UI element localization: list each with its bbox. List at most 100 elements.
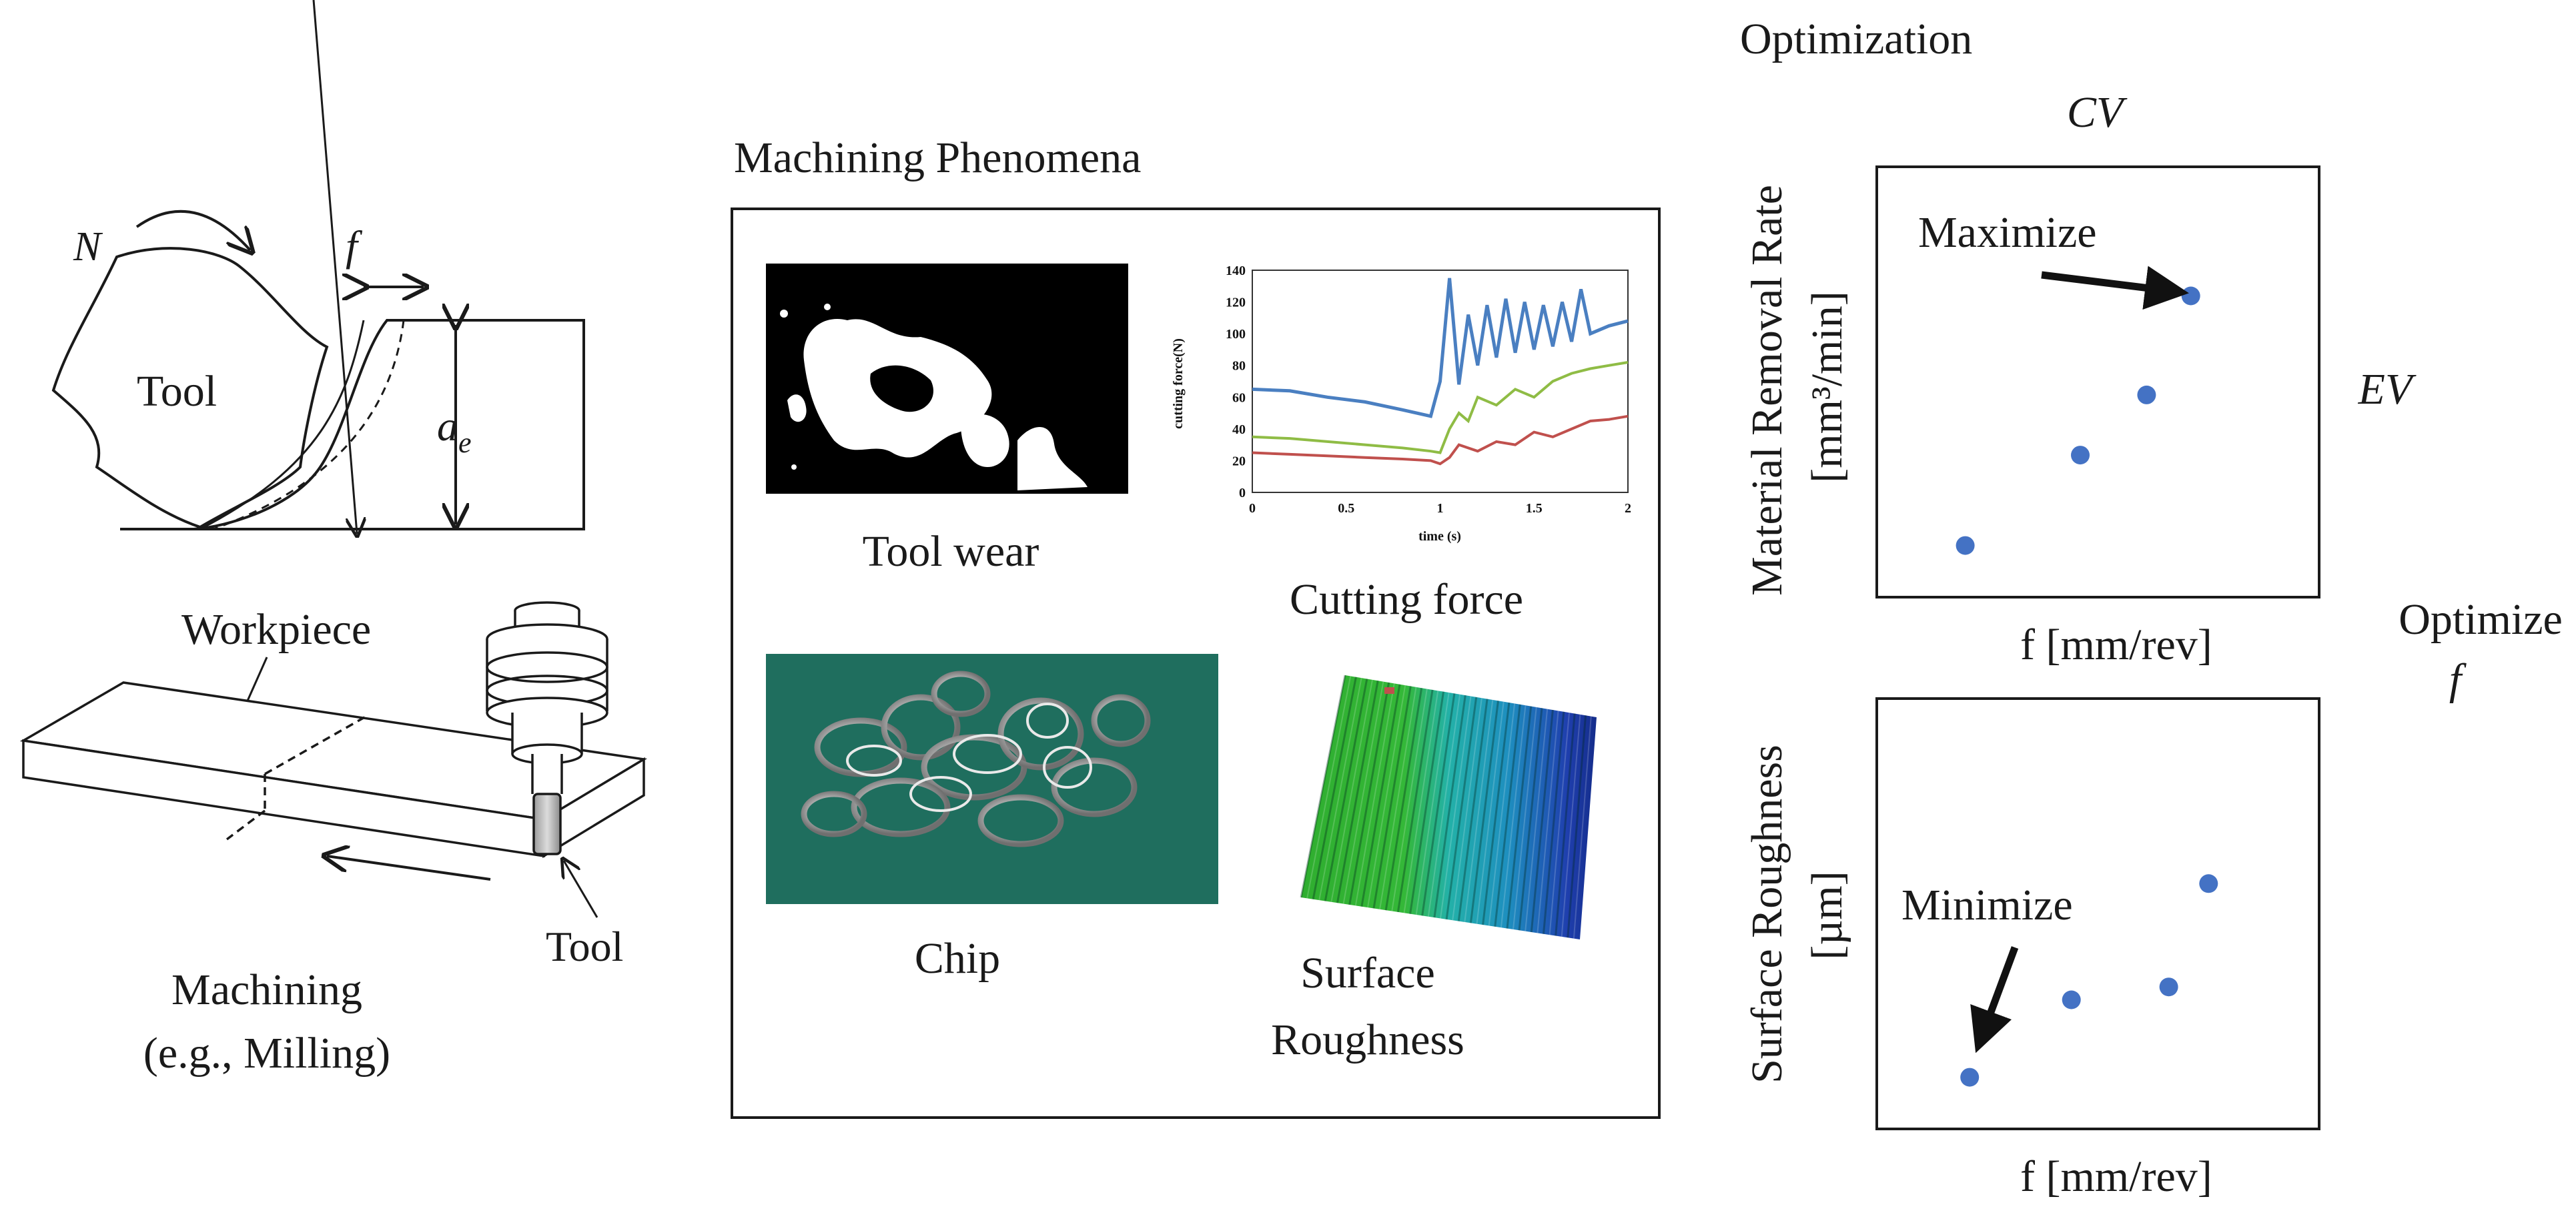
scatter-point xyxy=(2159,977,2178,997)
surface-stripe xyxy=(1384,687,1423,911)
surface-stripe xyxy=(1348,682,1390,905)
workpiece-profile xyxy=(120,319,585,530)
force-ytick-label: 120 xyxy=(1226,296,1246,310)
force-ylabel: cutting force(N) xyxy=(1171,338,1186,429)
force-series-group xyxy=(1252,278,1629,466)
force-xtick-label: 1 xyxy=(1437,501,1444,516)
cv-label: CV xyxy=(2067,88,2128,137)
mrr-plot-frame xyxy=(1875,165,2320,598)
force-ytick-label: 0 xyxy=(1239,486,1246,500)
surface-stripes xyxy=(1300,675,1592,939)
scatter-point xyxy=(2137,385,2156,404)
surface-stripe xyxy=(1518,708,1543,931)
surface-stripe xyxy=(1372,686,1412,909)
roughness-ylabel-line2: [µm] xyxy=(1803,871,1851,959)
chip-label: Chip xyxy=(915,934,1000,983)
surface-stripe xyxy=(1452,698,1482,921)
surface-stripe xyxy=(1318,677,1362,901)
surface-stripe xyxy=(1396,689,1434,913)
force-xtick-label: 0 xyxy=(1249,501,1256,516)
feed-label: f xyxy=(346,222,363,270)
mrr-annotation: Maximize xyxy=(1918,208,2097,257)
cutting-force-chart: 0 20 40 60 80 100 120 140 0 0.5 1 1.5 2 cutting forc… xyxy=(1171,264,1631,544)
force-xlabel: time (s) xyxy=(1418,529,1461,544)
surface-label-line2: Roughness xyxy=(1271,1015,1464,1064)
surface-stripe xyxy=(1367,685,1406,908)
tool-label: Tool xyxy=(137,367,217,416)
surface-stripe xyxy=(1543,711,1565,934)
tool-wear-label: Tool wear xyxy=(863,527,1039,576)
surface-stripe xyxy=(1506,706,1533,929)
surface-stripe xyxy=(1306,676,1352,899)
surface-stripe xyxy=(1476,701,1505,924)
surface-stripe xyxy=(1513,707,1537,930)
surface-stripe xyxy=(1555,713,1576,936)
surface-stripe xyxy=(1342,681,1384,904)
surface-stripe xyxy=(1379,687,1417,909)
surface-stripe xyxy=(1409,691,1444,914)
roughness-points xyxy=(1960,874,2218,1087)
force-ytick-label: 40 xyxy=(1232,422,1246,437)
roughness-xlabel-unit: f [mm/rev] xyxy=(2020,1152,2212,1201)
optimization-section: Optimization CV EV Optimize f Maximize M… xyxy=(1740,15,2563,1201)
workpiece-block-icon xyxy=(19,681,648,859)
surface-stripe xyxy=(1537,711,1559,933)
force-series-line xyxy=(1252,278,1629,418)
surface-stripe xyxy=(1549,713,1570,935)
mrr-xlabel-unit: f [mm/rev] xyxy=(2020,621,2212,669)
surface-stripe xyxy=(1561,714,1581,937)
surface-stripe xyxy=(1360,684,1401,907)
surface-stripe xyxy=(1421,693,1456,916)
optimize-var: f xyxy=(2449,655,2467,704)
scatter-point xyxy=(2199,874,2218,893)
phenomena-section: Machining Phenomena Tool wear 0204060801… xyxy=(731,133,1661,1119)
scatter-point xyxy=(1956,536,1975,555)
force-xtick-label: 2 xyxy=(1625,501,1631,516)
machining-caption-line1: Machining xyxy=(171,965,362,1014)
workpiece-leader-top xyxy=(312,0,357,534)
block-feed-arrow xyxy=(327,856,491,881)
force-xtick-label: 1.5 xyxy=(1526,501,1543,516)
surface-stripe xyxy=(1488,703,1516,926)
force-series-line xyxy=(1252,414,1629,466)
mrr-ylabel-line2: [mm³/min] xyxy=(1803,291,1851,482)
force-ytick-label: 140 xyxy=(1226,264,1246,278)
force-ytick-label: 20 xyxy=(1232,454,1246,468)
surface-stripe xyxy=(1440,696,1472,919)
force-ytick-label: 60 xyxy=(1232,390,1246,405)
force-xtick-label: 0.5 xyxy=(1338,501,1354,516)
surface-stripe xyxy=(1464,699,1494,923)
optimize-label: Optimize xyxy=(2399,595,2563,644)
scatter-point xyxy=(1960,1068,1980,1087)
tool-wear-image xyxy=(766,264,1128,494)
surface-stripe xyxy=(1312,677,1357,899)
roughness-plot: Minimize Surface Roughness [µm] f [mm/re… xyxy=(1743,697,2320,1201)
scatter-point xyxy=(2062,990,2081,1009)
roughness-ylabel-line1: Surface Roughness xyxy=(1743,745,1791,1084)
mrr-points xyxy=(1956,286,2200,555)
ev-label: EV xyxy=(2358,365,2417,414)
surface-stripe xyxy=(1403,691,1439,913)
force-ytick-label: 80 xyxy=(1232,359,1246,374)
surface-stripe xyxy=(1494,704,1521,927)
surface-stripe xyxy=(1567,715,1587,938)
phenomena-frame xyxy=(731,208,1661,1119)
surface-stripe xyxy=(1530,709,1554,933)
force-ytick-label: 100 xyxy=(1226,327,1246,342)
machining-section: N Tool f ae Workpiece xyxy=(19,0,648,1078)
roughness-annotation-arrow xyxy=(1970,946,2019,1054)
machining-caption-line2: (e.g., Milling) xyxy=(143,1029,390,1078)
surface-roughness-image xyxy=(1300,675,1597,939)
force-series-line xyxy=(1252,361,1629,454)
cutting-force-label: Cutting force xyxy=(1290,575,1523,624)
milling-tool-icon xyxy=(51,247,329,529)
workpiece-label: Workpiece xyxy=(181,605,371,654)
surface-stripe xyxy=(1336,680,1379,903)
surface-stripe xyxy=(1525,709,1549,931)
phenomena-title: Machining Phenomena xyxy=(734,133,1141,182)
surface-stripe xyxy=(1324,679,1368,901)
rotation-arrow-icon xyxy=(135,210,250,250)
force-tick-group: 0 20 40 60 80 100 120 140 0 0.5 1 1.5 2 xyxy=(1226,264,1631,516)
mrr-plot: Maximize Material Removal Rate [mm³/min]… xyxy=(1743,165,2320,669)
